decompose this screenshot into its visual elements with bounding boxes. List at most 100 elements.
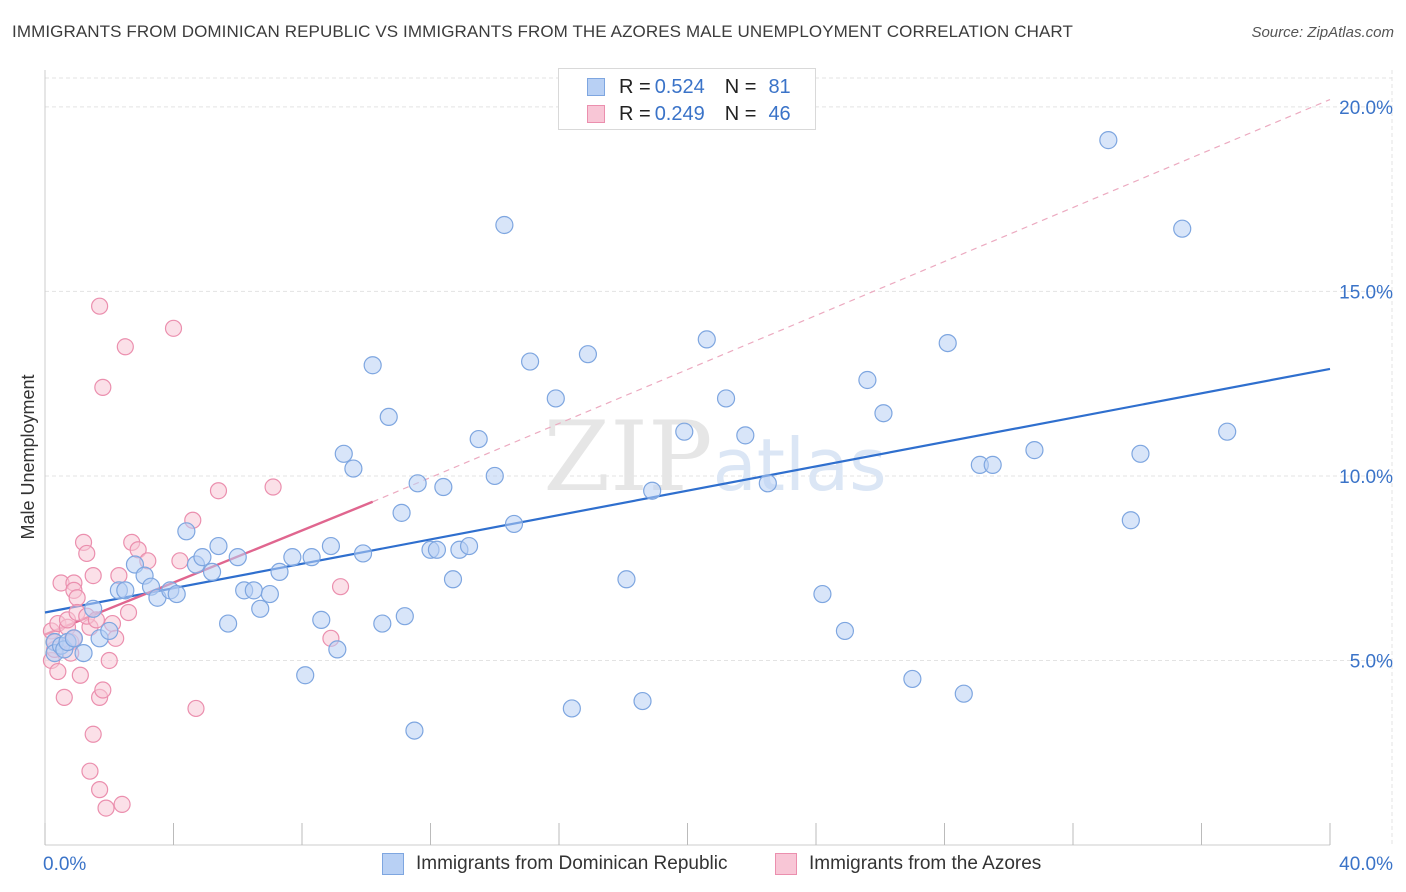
- dominican-point: [392, 503, 411, 522]
- azores-point: [110, 566, 128, 585]
- dominican-point: [405, 721, 424, 740]
- azores-point: [94, 681, 112, 699]
- azores-point: [94, 378, 112, 396]
- azores-point: [84, 566, 102, 585]
- y-axis-title: Male Unemployment: [18, 374, 38, 539]
- legend-row-dominican: R = 0.524 N = 81: [587, 74, 791, 100]
- dominican-point: [84, 599, 103, 618]
- bottom-legend-swatch-blue: [382, 853, 404, 875]
- legend-n-value: 81: [768, 75, 791, 98]
- dominican-point: [395, 607, 414, 626]
- y-tick-label: 5.0%: [1350, 651, 1393, 672]
- dominican-point: [1025, 441, 1044, 460]
- azores-point: [91, 297, 109, 315]
- dominican-point: [202, 562, 222, 582]
- dominican-point: [427, 540, 447, 559]
- bottom-legend-label-dominican: Immigrants from Dominican Republic: [416, 853, 728, 874]
- bottom-legend-azores: Immigrants from the Azores: [775, 850, 1041, 878]
- dominican-point: [74, 643, 93, 663]
- dominican-trend-line: [44, 367, 1331, 614]
- dominican-point: [675, 422, 694, 441]
- dominican-point: [328, 640, 347, 659]
- dominican-point: [495, 215, 514, 235]
- dominican-point: [167, 584, 186, 604]
- dominican-point: [100, 621, 119, 641]
- legend-swatch-pink: [587, 105, 605, 123]
- legend-n-label: N =: [724, 75, 757, 98]
- dominican-point: [954, 684, 973, 703]
- dominican-point: [1121, 511, 1140, 530]
- dominican-point: [296, 666, 315, 685]
- azores-point: [100, 651, 118, 670]
- dominican-point: [64, 629, 84, 648]
- azores-point: [119, 603, 138, 622]
- legend-r-value: 0.249: [654, 102, 705, 125]
- dominican-point: [434, 477, 453, 497]
- dominican-point: [209, 536, 228, 556]
- dominican-point: [697, 330, 716, 349]
- azores-point: [187, 699, 205, 718]
- dominican-point: [244, 581, 263, 600]
- dominican-point: [874, 404, 893, 423]
- dominican-point: [443, 570, 463, 589]
- azores-point: [68, 589, 86, 607]
- chart-source: Source: ZipAtlas.com: [1251, 24, 1394, 41]
- dominican-point: [408, 474, 427, 493]
- dominican-points: [45, 131, 1237, 740]
- dominican-point: [312, 610, 331, 629]
- axes: [44, 70, 1331, 846]
- bottom-legend-dominican: Immigrants from Dominican Republic: [382, 850, 728, 878]
- dominican-point: [1173, 219, 1192, 238]
- axis-labels: 5.0% 10.0% 15.0% 20.0% 0.0% 40.0%: [43, 98, 1393, 875]
- dominican-point: [633, 691, 652, 711]
- dominican-point: [251, 599, 270, 618]
- azores-point: [164, 319, 183, 337]
- legend-r-label: R =: [619, 75, 651, 98]
- dominican-point: [219, 614, 238, 633]
- watermark: ZIPatlas: [543, 401, 886, 513]
- azores-point: [97, 799, 115, 817]
- dominican-point: [716, 389, 736, 408]
- dominican-point: [835, 621, 855, 641]
- dominican-point: [228, 548, 247, 567]
- legend-n-value: 46: [768, 102, 791, 125]
- dominican-point: [344, 459, 363, 478]
- dominican-point: [485, 466, 504, 486]
- dominican-point: [321, 536, 341, 556]
- azores-point: [49, 662, 67, 681]
- azores-point: [209, 482, 228, 500]
- dominican-point: [1218, 422, 1237, 441]
- dominican-point: [177, 522, 196, 541]
- dominican-point: [983, 455, 1002, 474]
- dominican-point: [546, 389, 565, 408]
- dominican-point: [260, 584, 279, 604]
- gridlines: [45, 70, 1393, 845]
- watermark-zip: ZIP: [543, 401, 712, 513]
- azores-point: [81, 762, 99, 780]
- dominican-point: [578, 345, 598, 364]
- dominican-point: [617, 570, 636, 589]
- dominican-point: [116, 581, 135, 600]
- azores-point: [91, 781, 109, 799]
- dominican-point: [302, 548, 321, 567]
- dominican-point: [736, 426, 755, 445]
- dominican-point: [459, 536, 479, 556]
- dominican-point: [469, 429, 488, 449]
- legend-swatch-blue: [587, 78, 605, 96]
- legend-row-azores: R = 0.249 N = 46: [587, 101, 791, 127]
- dominican-point: [758, 474, 777, 493]
- x-tick-label-min: 0.0%: [43, 854, 86, 875]
- bottom-legend-label-azores: Immigrants from the Azores: [809, 853, 1042, 874]
- dominican-point: [813, 584, 832, 604]
- legend-n-label: N =: [724, 102, 757, 125]
- legend: R = 0.524 N = 81 R = 0.249 N = 46: [558, 68, 816, 130]
- dominican-point: [270, 562, 289, 582]
- dominican-point: [562, 699, 581, 718]
- chart-title: IMMIGRANTS FROM DOMINICAN REPUBLIC VS IM…: [12, 22, 1073, 41]
- legend-r-value: 0.524: [654, 75, 705, 98]
- azores-point: [331, 578, 350, 596]
- dominican-point: [379, 407, 398, 427]
- x-tick-label-max: 40.0%: [1339, 854, 1393, 875]
- azores-point: [116, 338, 134, 356]
